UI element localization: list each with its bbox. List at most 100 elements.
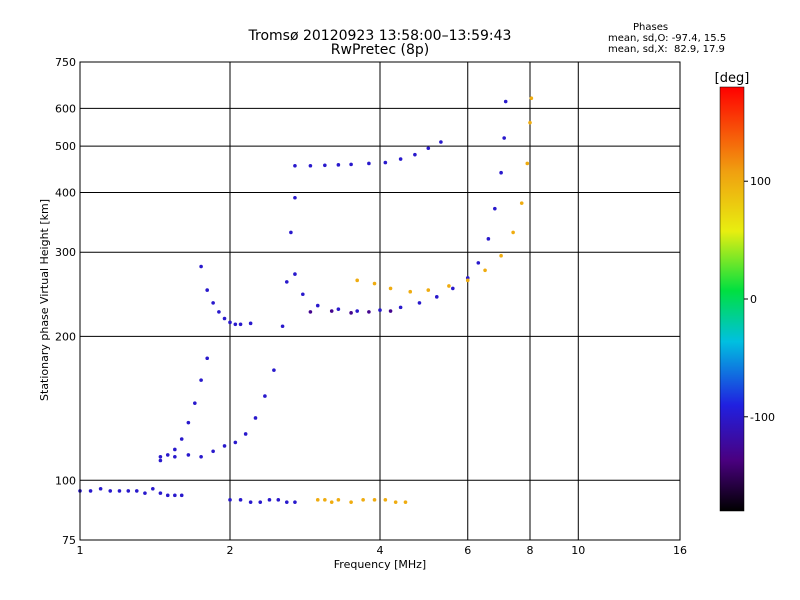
data-point <box>165 493 170 498</box>
data-point <box>323 163 327 168</box>
data-point <box>272 368 276 372</box>
data-point <box>367 161 371 166</box>
data-point <box>211 449 215 454</box>
x-tick-label: 16 <box>673 544 687 557</box>
data-point <box>186 420 191 425</box>
data-point <box>329 309 334 313</box>
data-point <box>388 309 393 313</box>
data-point <box>493 206 497 211</box>
data-point <box>158 491 163 495</box>
data-point <box>361 498 365 502</box>
data-point <box>284 280 289 284</box>
data-point <box>243 432 248 436</box>
colorbar <box>719 86 745 512</box>
chart-title: Tromsø 20120923 13:58:00–13:59:43 <box>248 28 512 44</box>
y-tick-label: 600 <box>55 102 76 115</box>
data-point <box>398 305 403 310</box>
data-point <box>134 489 139 493</box>
data-point <box>486 237 491 241</box>
data-point <box>151 486 155 491</box>
data-point <box>308 310 313 314</box>
data-point <box>88 489 93 493</box>
x-tick-label: 4 <box>377 544 384 557</box>
data-point <box>301 292 305 297</box>
data-point <box>426 146 431 151</box>
data-point <box>205 356 209 361</box>
data-point <box>398 157 403 161</box>
data-point <box>315 303 320 308</box>
data-point <box>447 284 451 288</box>
data-point <box>439 140 443 144</box>
data-point <box>355 309 359 313</box>
data-point <box>426 288 431 292</box>
data-point <box>502 136 506 140</box>
data-point <box>476 261 481 265</box>
data-point <box>383 498 388 502</box>
data-point <box>211 301 215 305</box>
data-point <box>434 295 439 299</box>
data-point <box>267 498 272 502</box>
y-tick-label: 750 <box>55 56 76 69</box>
data-point <box>117 489 122 493</box>
y-tick-label: 100 <box>55 474 76 487</box>
data-point <box>98 486 103 491</box>
data-point <box>293 272 297 276</box>
data-point <box>408 289 413 294</box>
data-point <box>451 286 455 291</box>
y-axis: 75 100 200 300 400 500 600 750 <box>55 56 76 547</box>
data-point <box>193 401 197 405</box>
data-point <box>186 453 191 457</box>
data-point <box>108 489 113 493</box>
data-point <box>199 264 203 269</box>
y-tick-label: 75 <box>62 534 76 547</box>
data-point <box>173 493 177 498</box>
data-point <box>233 322 238 327</box>
data-point <box>511 230 515 235</box>
data-point <box>393 500 398 504</box>
chart-subtitle: RwPretec (8p) <box>330 42 430 58</box>
data-point <box>529 96 534 100</box>
data-point <box>413 152 417 157</box>
stats-o-mode: mean, sd,O: -97.4, 15.5 <box>608 33 727 44</box>
data-point <box>367 310 371 314</box>
data-point <box>228 498 232 502</box>
data-point <box>263 394 267 398</box>
data-point <box>349 311 353 315</box>
data-point <box>503 99 508 104</box>
data-point <box>158 458 163 463</box>
data-point <box>238 498 243 502</box>
data-point <box>289 230 293 235</box>
data-point <box>355 278 359 283</box>
data-point <box>258 500 263 504</box>
plot-frame <box>79 61 681 541</box>
data-point <box>199 378 203 382</box>
data-point <box>336 498 341 502</box>
data-point <box>158 454 163 459</box>
data-point <box>126 489 131 493</box>
x-tick-label: 6 <box>464 544 471 557</box>
plot-points <box>78 96 534 504</box>
data-point <box>499 253 503 258</box>
data-point <box>276 498 281 502</box>
data-point <box>222 444 227 448</box>
data-point <box>336 163 341 167</box>
colorbar-ticks: -100 0 100 <box>744 175 775 424</box>
data-point <box>222 316 227 321</box>
data-point <box>372 498 377 502</box>
data-point <box>248 500 253 504</box>
data-point <box>228 320 232 325</box>
y-tick-label: 400 <box>55 186 76 199</box>
data-point <box>528 120 532 125</box>
data-point <box>378 308 382 312</box>
data-point <box>199 454 203 459</box>
data-point <box>293 163 297 168</box>
colorbar-tick-label: -100 <box>750 411 775 424</box>
data-point <box>403 500 408 504</box>
data-point <box>499 170 503 175</box>
data-point <box>315 498 320 502</box>
data-point <box>519 201 524 205</box>
stats-x-mode: mean, sd,X: 82.9, 17.9 <box>608 44 725 55</box>
data-point <box>179 493 184 498</box>
y-tick-label: 200 <box>55 330 76 343</box>
